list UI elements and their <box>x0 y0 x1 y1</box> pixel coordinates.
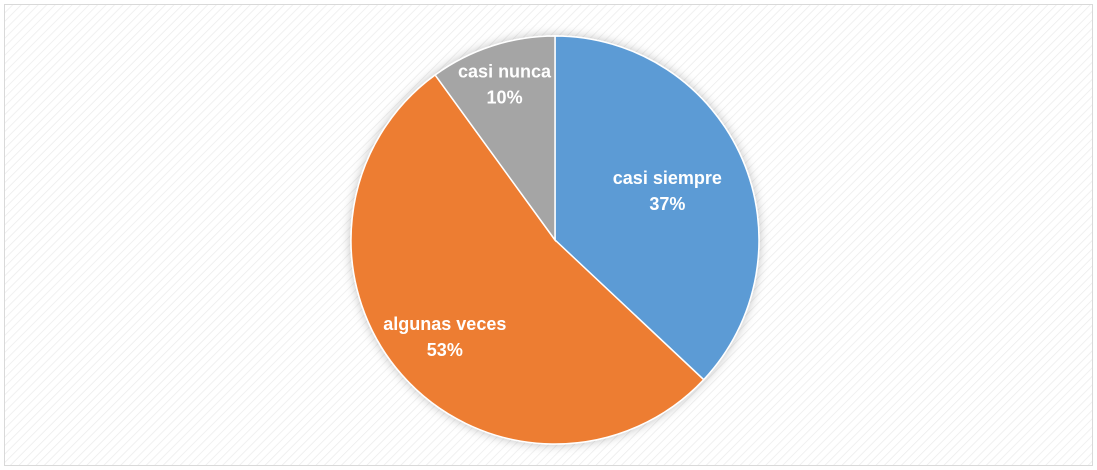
slice-value-label: 10% <box>487 88 523 108</box>
slice-category-label: casi nunca <box>458 62 552 82</box>
pie-slice <box>434 35 556 243</box>
slice-category-label: algunas veces <box>383 314 506 334</box>
slice-category-label: casi siempre <box>613 168 722 188</box>
pie-slice <box>554 35 760 381</box>
slice-value-label: 53% <box>427 340 463 360</box>
pie-slice <box>350 73 705 445</box>
slice-value-label: 37% <box>649 194 685 214</box>
pie <box>350 35 760 445</box>
